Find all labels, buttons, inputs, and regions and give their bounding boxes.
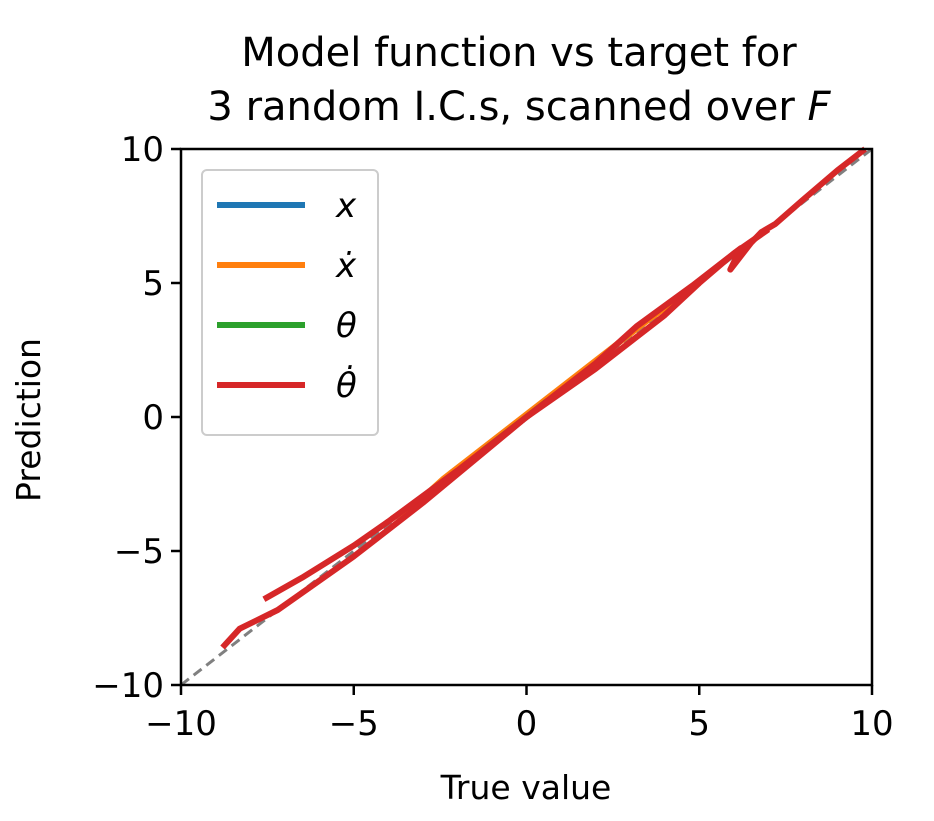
x-axis-label: True value	[440, 768, 612, 807]
legend: xẋθ θ̇	[201, 169, 379, 436]
y-tick-label: −5	[114, 532, 164, 572]
y-tick-label: 10	[121, 130, 164, 170]
y-tick-label: −10	[92, 666, 164, 706]
legend-label-0: x	[335, 186, 357, 226]
x-tick-label: −5	[329, 704, 379, 744]
tick-layer: −10 −5 0 5 10 −10 −5 0 5 10	[92, 130, 893, 744]
series-layer	[220, 146, 867, 650]
legend-label-2: θ	[336, 306, 357, 346]
chart-title-line-1: Model function vs target for	[241, 30, 797, 76]
y-axis-label: Prediction	[9, 338, 48, 502]
legend-box	[201, 169, 379, 436]
chart-title-line-2: 3 random I.C.s, scanned over F	[207, 84, 831, 130]
x-tick-label: 10	[850, 704, 893, 744]
x-tick-label: 0	[516, 704, 538, 744]
y-tick-label: 5	[142, 264, 164, 304]
legend-label-3: θ̇	[336, 365, 357, 406]
x-tick-label: −10	[145, 704, 217, 744]
series-line-4	[220, 226, 771, 650]
x-tick-label: 5	[688, 704, 710, 744]
legend-label-1: ẋ	[335, 246, 357, 286]
y-tick-label: 0	[142, 398, 164, 438]
chart-title-variable: F	[808, 84, 832, 130]
plot-area: −10 −5 0 5 10 −10 −5 0 5 10	[92, 130, 893, 744]
